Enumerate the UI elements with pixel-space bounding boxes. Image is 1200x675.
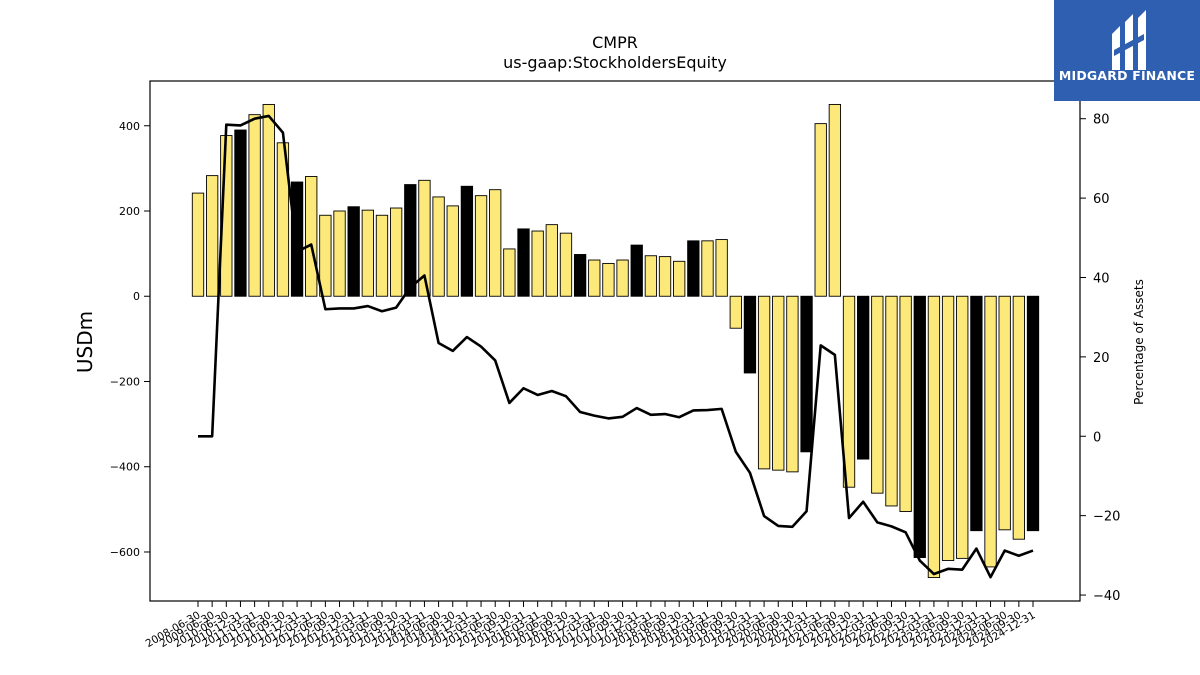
bar	[418, 179, 431, 297]
bar	[616, 259, 629, 297]
bar	[941, 295, 955, 561]
bar	[899, 295, 912, 512]
bar	[956, 295, 969, 559]
bar	[842, 295, 856, 488]
bar	[531, 230, 544, 297]
bar	[800, 295, 813, 453]
bar	[998, 295, 1011, 531]
bar	[644, 255, 658, 297]
y-tick-label: 200	[119, 205, 140, 218]
brand-name: MIDGARD FINANCE	[1058, 68, 1196, 83]
plot-frame	[149, 80, 1081, 602]
y2-axis-label: Percentage of Assets	[1132, 279, 1146, 405]
bar	[658, 256, 672, 297]
bar	[885, 295, 898, 507]
bar	[205, 175, 219, 297]
midgard-logo-icon	[1112, 10, 1146, 70]
bar	[913, 295, 926, 558]
bar	[191, 192, 205, 297]
bar	[687, 240, 700, 297]
bar	[559, 232, 573, 297]
chart-title: CMPR	[592, 33, 638, 52]
chart-subtitle: us-gaap:StockholdersEquity	[503, 53, 727, 72]
y-tick-label: 400	[119, 120, 140, 133]
bar	[361, 209, 374, 297]
bar	[545, 224, 558, 297]
y2-tick-label: 60	[1093, 192, 1110, 207]
bar	[673, 260, 686, 297]
bar	[701, 240, 714, 297]
bar	[333, 210, 346, 297]
bar	[474, 195, 488, 297]
bar	[743, 295, 757, 374]
bar	[786, 295, 799, 473]
bar	[1012, 295, 1026, 540]
bar	[305, 176, 318, 297]
bar	[828, 103, 842, 297]
bar	[460, 185, 474, 297]
bar	[446, 205, 459, 297]
y2-tick-label: −20	[1093, 510, 1120, 525]
bar	[814, 123, 827, 297]
y2-tick-label: −40	[1093, 589, 1120, 604]
y2-tick-label: 40	[1093, 271, 1110, 286]
bar	[262, 103, 275, 297]
y-tick-label: −600	[110, 546, 140, 559]
bar	[517, 228, 530, 297]
bar	[757, 295, 771, 470]
bar	[857, 295, 870, 460]
bar	[503, 248, 516, 297]
y-axis-label: USDm	[73, 311, 97, 373]
bar	[871, 295, 884, 494]
series-line	[198, 114, 1034, 579]
bar	[588, 259, 601, 297]
bar	[970, 295, 983, 532]
y2-tick-label: 80	[1093, 113, 1110, 128]
bar	[602, 262, 615, 297]
bar	[927, 295, 941, 579]
bar	[630, 244, 643, 297]
bar	[489, 189, 502, 297]
bar	[715, 239, 728, 297]
bar	[234, 129, 247, 297]
y-tick-label: 0	[133, 290, 140, 303]
bar	[248, 114, 261, 297]
bar	[729, 295, 742, 329]
bar	[984, 295, 997, 568]
y2-tick-label: 20	[1093, 351, 1110, 366]
bar	[290, 181, 304, 297]
brand-logo: MIDGARD FINANCE	[1054, 0, 1200, 101]
bar	[389, 207, 403, 297]
bar	[347, 206, 360, 297]
y-tick-label: −400	[110, 461, 140, 474]
bar	[375, 214, 389, 297]
bar	[772, 295, 785, 471]
y2-tick-label: 0	[1093, 430, 1101, 445]
bar	[432, 196, 445, 297]
y-tick-label: −200	[110, 375, 140, 388]
bar	[573, 254, 587, 297]
bar	[1026, 295, 1040, 532]
bar	[404, 184, 417, 297]
bar	[319, 214, 332, 297]
